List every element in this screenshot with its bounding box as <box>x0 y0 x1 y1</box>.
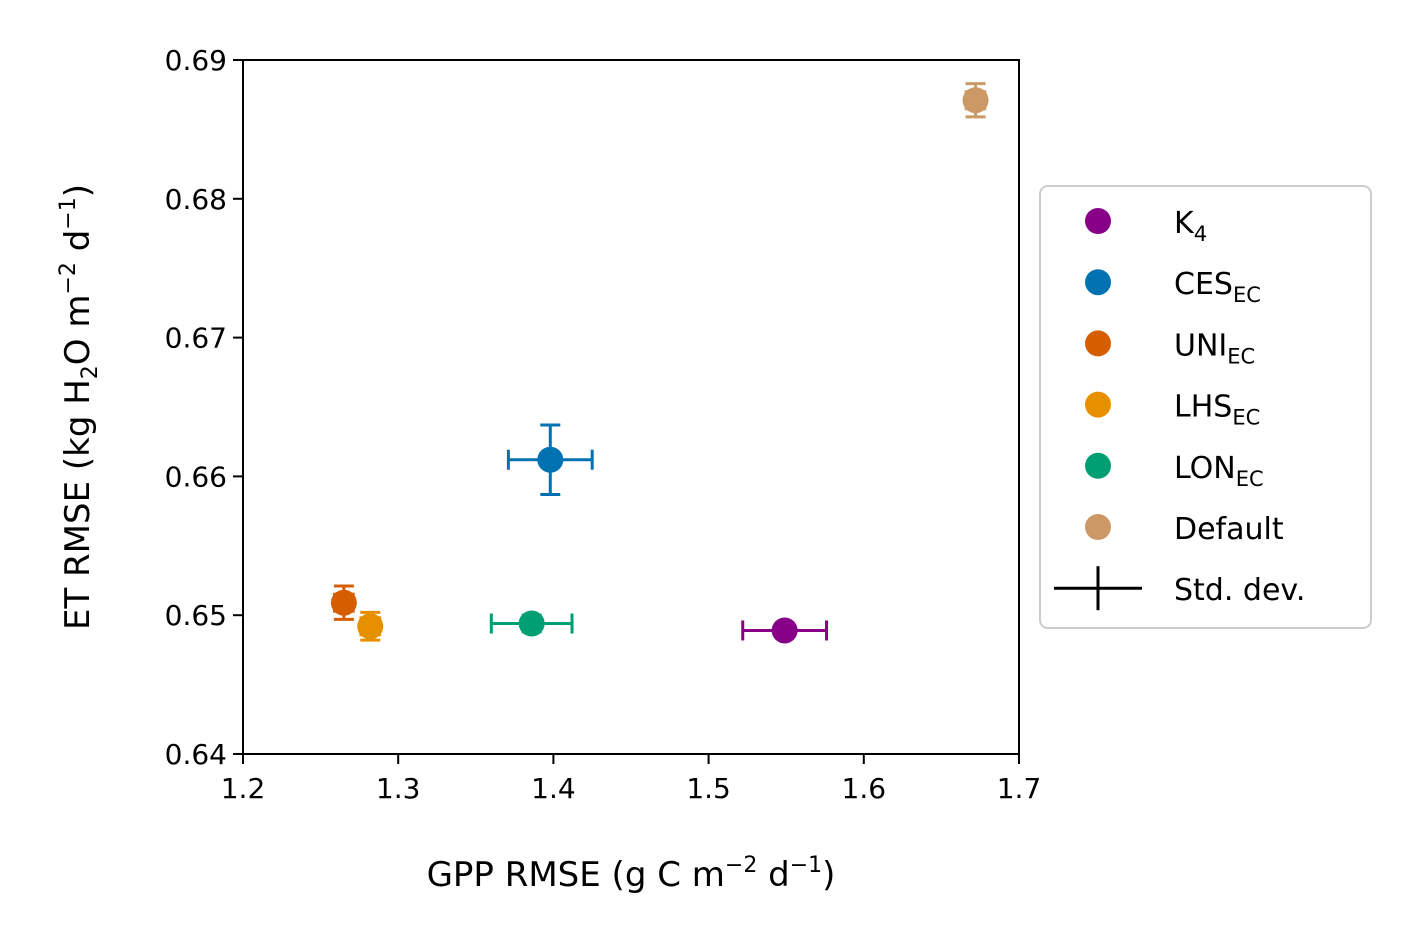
series-4 <box>489 610 574 637</box>
y-tick-label-4: 0.68 <box>165 183 227 216</box>
axis-ticks: 1.2 1.3 1.4 1.5 1.6 1.7 0.64 0.65 0.66 0.67 0.68 0.… <box>165 44 1042 805</box>
y-tick-label-5: 0.69 <box>165 44 227 77</box>
legend-marker-1 <box>1085 269 1111 296</box>
x-tick-label-2: 1.4 <box>531 772 576 805</box>
series-1 <box>506 423 594 496</box>
series-0 <box>741 617 829 644</box>
legend-label-4: LONEC <box>1174 451 1264 491</box>
y-tick-label-1: 0.65 <box>165 599 227 632</box>
legend-label-5: Default <box>1174 512 1284 547</box>
data-point-4 <box>518 610 545 637</box>
plot-frame <box>242 59 1020 755</box>
legend-box <box>1039 185 1372 629</box>
data-point-5 <box>962 87 989 114</box>
legend-label-3: LHSEC <box>1174 390 1260 430</box>
legend-marker-2 <box>1085 330 1111 357</box>
data-marks <box>330 82 989 644</box>
data-point-1 <box>537 446 564 473</box>
x-axis-label: GPP RMSE (g C m−2 d−1) <box>427 853 836 895</box>
legend-label-2: UNIEC <box>1174 328 1255 368</box>
legend-label-1: CESEC <box>1174 267 1261 307</box>
legend-marker-3 <box>1085 391 1111 418</box>
x-tick-label-0: 1.2 <box>221 772 266 805</box>
x-tick-label-4: 1.6 <box>842 772 887 805</box>
y-axis-label: ET RMSE (kg H2O m−2 d−1) <box>56 184 103 630</box>
y-tick-label-2: 0.66 <box>165 460 227 493</box>
legend-label-errorbar: Std. dev. <box>1174 573 1305 608</box>
legend-marker-4 <box>1085 452 1111 479</box>
y-tick-label-0: 0.64 <box>165 738 227 771</box>
series-2 <box>330 584 357 621</box>
legend-label-0: K4 <box>1174 206 1207 246</box>
legend: K4 CESEC UNIEC LHSEC LONEC Default Std. dev. <box>1039 185 1372 629</box>
series-5 <box>962 82 989 119</box>
x-tick-label-5: 1.7 <box>997 772 1042 805</box>
data-point-0 <box>771 617 798 644</box>
series-3 <box>357 610 384 642</box>
legend-marker-0 <box>1085 208 1111 234</box>
data-point-3 <box>357 613 384 640</box>
data-point-2 <box>330 589 357 616</box>
x-tick-label-3: 1.5 <box>686 772 731 805</box>
x-tick-label-1: 1.3 <box>376 772 421 805</box>
y-tick-label-3: 0.67 <box>165 322 227 355</box>
legend-marker-5 <box>1085 514 1111 540</box>
